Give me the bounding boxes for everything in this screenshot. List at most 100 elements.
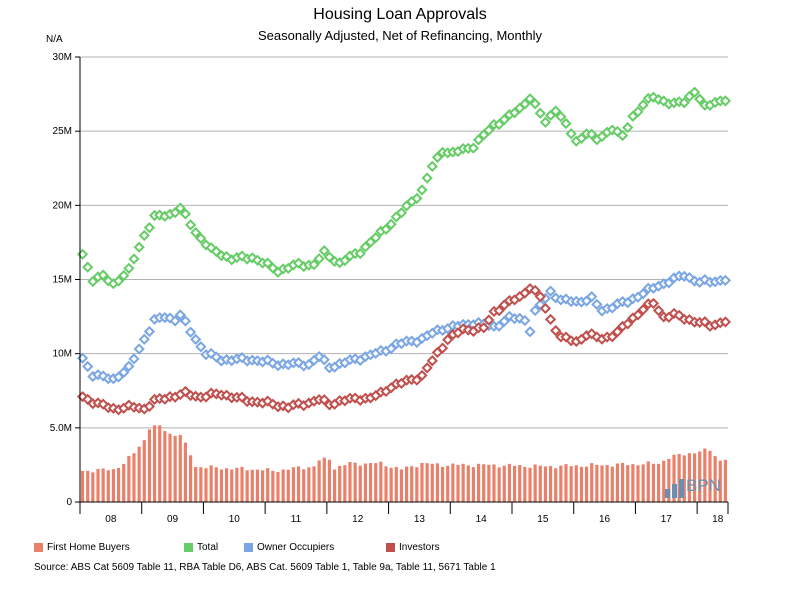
first-home-buyers-bar — [96, 468, 100, 502]
first-home-buyers-bar — [620, 462, 625, 502]
total-point — [112, 275, 125, 287]
total-point — [565, 128, 577, 140]
investors-point — [652, 304, 665, 317]
first-home-buyers-bar — [219, 469, 224, 502]
first-home-buyers-bar — [307, 467, 311, 502]
chart-title: Housing Loan Approvals — [313, 6, 487, 23]
first-home-buyers-bar — [446, 465, 450, 502]
first-home-buyers-bar — [538, 465, 542, 502]
legend-swatch — [34, 543, 43, 552]
owner-occupiers-point — [529, 304, 541, 317]
first-home-buyers-bar — [116, 467, 121, 502]
bpn-logo-icon — [665, 479, 684, 498]
investors-point — [611, 326, 624, 338]
investors-point — [539, 302, 552, 315]
x-tick-label: 15 — [537, 514, 549, 525]
first-home-buyers-bar — [250, 469, 254, 502]
total-point — [97, 269, 109, 281]
first-home-buyers-bar — [348, 462, 352, 502]
investors-point — [426, 355, 438, 367]
first-home-buyers-bar — [636, 465, 640, 502]
legend-item-investors[interactable]: Investors — [386, 542, 440, 553]
first-home-buyers-bar — [204, 468, 208, 502]
owner-occupiers-point — [591, 298, 603, 311]
owner-occupiers-point — [195, 341, 207, 353]
legend-item-total[interactable]: Total — [184, 542, 218, 553]
owner-occupiers-point — [169, 315, 181, 327]
owner-occupiers-point — [699, 274, 711, 286]
first-home-buyers-bar — [276, 471, 280, 502]
first-home-buyers-bar — [312, 466, 316, 502]
total-point — [138, 229, 150, 242]
first-home-buyers-bar — [183, 442, 188, 502]
first-home-buyers-bar — [548, 466, 553, 502]
x-tick-label: 17 — [661, 514, 673, 525]
first-home-buyers-bar — [147, 429, 152, 502]
first-home-buyers-bar — [420, 462, 424, 502]
total-point — [339, 254, 351, 267]
first-home-buyers-bar — [502, 465, 506, 502]
total-point — [467, 142, 480, 154]
first-home-buyers-bar — [543, 466, 548, 502]
total-point — [555, 111, 567, 123]
legend-label: Owner Occupiers — [257, 542, 335, 553]
x-tick-label: 12 — [352, 514, 364, 525]
first-home-buyers-bar — [435, 463, 440, 502]
total-point — [385, 218, 397, 230]
first-home-buyers-bar — [173, 435, 177, 502]
total-point — [128, 253, 140, 265]
total-point — [637, 99, 649, 111]
owner-occupiers-point — [205, 347, 217, 360]
x-tick-label: 08 — [105, 514, 117, 525]
first-home-buyers-bar — [471, 467, 476, 502]
x-tick-label: 14 — [476, 514, 488, 525]
first-home-buyers-bar — [461, 463, 465, 502]
total-point — [719, 95, 732, 107]
investors-point — [632, 309, 644, 321]
total-point — [395, 207, 408, 219]
total-point — [179, 208, 192, 220]
total-point — [550, 105, 562, 117]
total-point — [658, 95, 670, 107]
first-home-buyers-bar — [230, 469, 234, 502]
total-point — [678, 97, 690, 109]
total-point — [478, 129, 490, 141]
investors-point — [591, 331, 603, 343]
investors-point — [143, 400, 156, 413]
first-home-buyers-bars — [80, 425, 728, 502]
first-home-buyers-bar — [158, 425, 162, 502]
total-point — [586, 128, 598, 140]
source-note: Source: ABS Cat 5609 Table 11, RBA Table… — [34, 562, 496, 573]
first-home-buyers-bar — [631, 464, 635, 502]
first-home-buyers-bar — [106, 470, 110, 502]
first-home-buyers-bar — [86, 470, 90, 502]
first-home-buyers-bar — [255, 469, 260, 502]
first-home-buyers-bar — [142, 440, 146, 502]
legend-item-owner-occupiers[interactable]: Owner Occupiers — [244, 542, 334, 553]
investors-point — [586, 328, 598, 340]
total-point — [529, 98, 541, 110]
y-tick-label: 0 — [66, 497, 72, 508]
first-home-buyers-bar — [651, 463, 656, 502]
owner-occupiers-point — [503, 310, 516, 323]
first-home-buyers-bar — [528, 467, 532, 502]
first-home-buyers-bar — [574, 465, 578, 502]
total-point — [539, 116, 552, 128]
investors-series — [76, 283, 732, 416]
first-home-buyers-bar — [358, 465, 362, 502]
first-home-buyers-bar — [569, 466, 573, 502]
first-home-buyers-bar — [595, 464, 599, 502]
first-home-buyers-bar — [672, 454, 676, 502]
first-home-buyers-bar — [667, 458, 671, 502]
total-point — [616, 129, 629, 142]
owner-occupiers-point — [190, 333, 202, 345]
first-home-buyers-bar — [152, 425, 157, 502]
first-home-buyers-bar — [718, 460, 722, 502]
legend-label: First Home Buyers — [47, 542, 130, 553]
legend-label: Total — [197, 542, 219, 553]
owner-occupiers-point — [498, 315, 510, 327]
total-point — [483, 124, 495, 136]
total-point — [498, 113, 510, 126]
legend-item-first-home-buyers[interactable]: First Home Buyers — [34, 542, 130, 553]
